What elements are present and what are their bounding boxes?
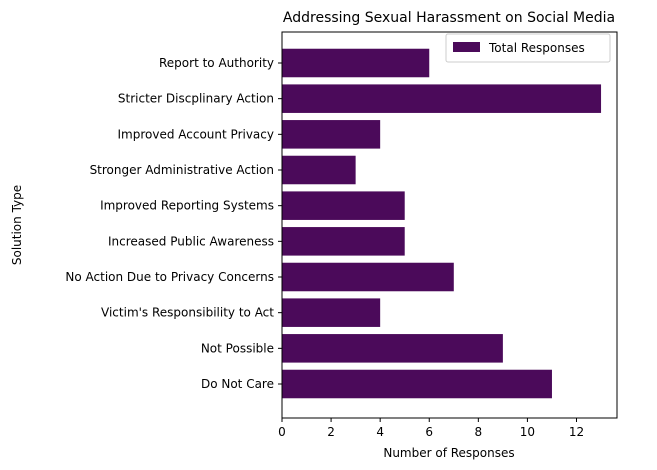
bar-victim-s-responsibility-to-act	[282, 298, 381, 327]
y-tick-label: Do Not Care	[201, 377, 274, 391]
y-axis-ticks: Do Not Care Not Possible Victim's Responsi…	[65, 56, 282, 391]
x-tick-label: 12	[569, 425, 584, 439]
y-tick-label: Victim's Responsibility to Act	[101, 306, 274, 320]
bars-group	[282, 48, 602, 399]
bar-increased-public-awareness	[282, 227, 405, 256]
y-tick-label: Stricter Discplinary Action	[118, 92, 274, 106]
chart-title: Addressing Sexual Harassment on Social M…	[283, 10, 615, 26]
y-tick-label: No Action Due to Privacy Concerns	[65, 270, 274, 284]
bar-not-possible	[282, 334, 503, 363]
y-tick-label: Increased Public Awareness	[108, 234, 274, 248]
bar-report-to-authority	[282, 48, 430, 78]
legend: Total Responses	[445, 33, 611, 63]
y-tick-label: Stronger Administrative Action	[90, 163, 274, 177]
bar-stronger-administrative-action	[282, 155, 356, 185]
y-tick-label: Improved Account Privacy	[118, 127, 275, 141]
bar-stricter-discplinary-action	[282, 84, 602, 113]
x-tick-label: 0	[278, 425, 286, 439]
x-tick-label: 6	[425, 425, 433, 439]
x-axis-label: Number of Responses	[383, 446, 514, 460]
bar-do-not-care	[282, 369, 552, 399]
x-tick-label: 2	[327, 425, 335, 439]
y-tick-label: Improved Reporting Systems	[100, 199, 274, 213]
y-tick-label: Not Possible	[201, 341, 274, 355]
legend-label-total-responses: Total Responses	[488, 41, 585, 55]
x-tick-label: 4	[376, 425, 384, 439]
y-tick-label: Report to Authority	[159, 56, 274, 70]
x-tick-label: 8	[475, 425, 483, 439]
plot-frame	[281, 31, 618, 419]
legend-swatch-total-responses	[453, 42, 480, 52]
legend-frame	[445, 33, 611, 63]
bar-improved-reporting-systems	[282, 191, 405, 220]
x-tick-label: 10	[520, 425, 535, 439]
bar-improved-account-privacy	[282, 120, 381, 149]
bar-no-action-due-to-privacy-concerns	[282, 262, 454, 292]
x-axis-ticks: 0 2 4 6 8 10 12	[278, 418, 584, 439]
y-axis-label: Solution Type	[10, 185, 24, 265]
